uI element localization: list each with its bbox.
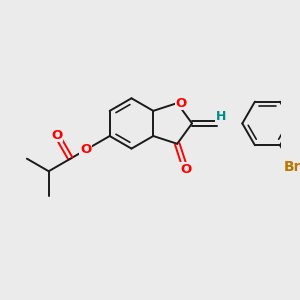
Text: O: O [80, 143, 91, 156]
Text: O: O [175, 97, 187, 110]
Text: O: O [180, 163, 191, 176]
Text: H: H [216, 110, 226, 123]
Text: Br: Br [284, 160, 300, 174]
Text: O: O [51, 129, 63, 142]
